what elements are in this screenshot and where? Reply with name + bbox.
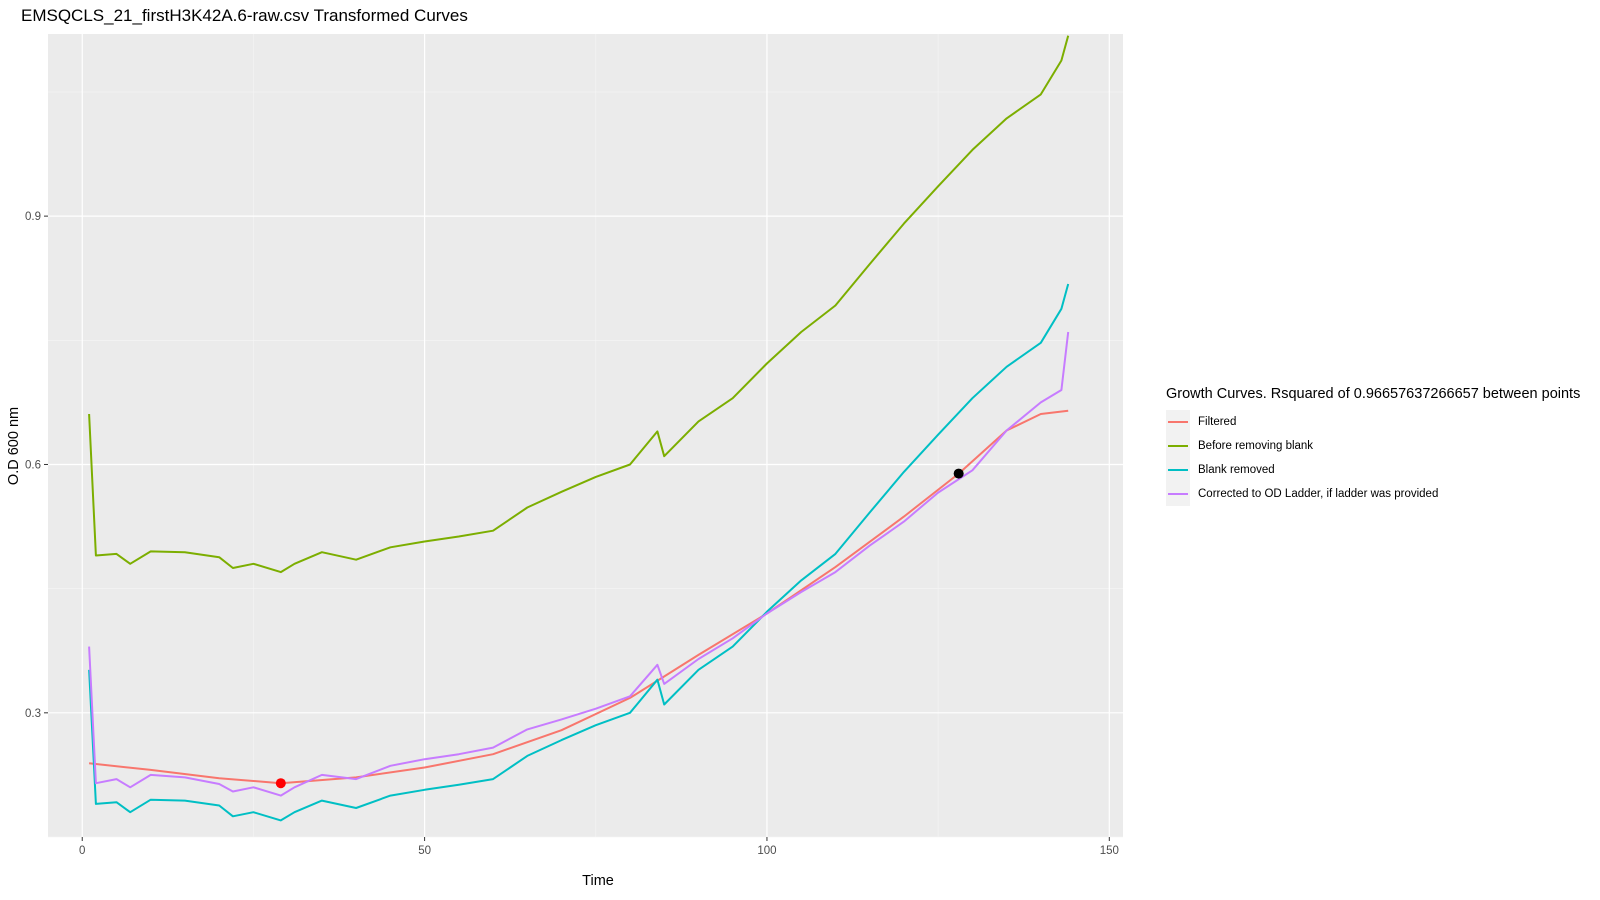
x-tick-label: 150 [1100, 845, 1119, 857]
x-tick-label: 50 [418, 845, 431, 857]
min-point-marker [275, 778, 286, 789]
legend-label-corrected: Corrected to OD Ladder, if ladder was pr… [1198, 488, 1439, 500]
y-axis-title: O.D 600 nm [6, 406, 22, 486]
x-tick-label: 100 [757, 845, 776, 857]
max-point-marker [953, 468, 964, 479]
series-line-corrected [88, 331, 1070, 797]
legend-item-before-removing-blank: Before removing blank [1166, 434, 1580, 458]
x-tick-label: 0 [79, 845, 85, 857]
legend-item-blank-removed: Blank removed [1166, 458, 1580, 482]
markers-layer [275, 468, 964, 789]
legend-key-filtered [1166, 410, 1190, 434]
major-gridlines [48, 34, 1123, 837]
legend-label-blank-removed: Blank removed [1198, 464, 1275, 476]
legend-item-filtered: Filtered [1166, 410, 1580, 434]
minor-gridlines [48, 34, 1123, 838]
series-line-before-removing-blank [88, 35, 1070, 574]
legend-label-filtered: Filtered [1198, 416, 1237, 428]
axes-layer: 0 50 100 150 0.3 0.6 0.9 [25, 211, 1119, 857]
series-layer [88, 35, 1070, 822]
x-axis-title: Time [582, 873, 614, 889]
legend-key-before-removing-blank [1166, 434, 1190, 458]
series-line-filtered [88, 409, 1069, 785]
legend-key-corrected [1166, 482, 1190, 506]
plot-panel [48, 34, 1123, 837]
legend-label-before-removing-blank: Before removing blank [1198, 440, 1314, 452]
legend-item-corrected: Corrected to OD Ladder, if ladder was pr… [1166, 482, 1580, 506]
y-tick-label: 0.3 [25, 708, 41, 720]
chart-title: EMSQCLS_21_firstH3K42A.6-raw.csv Transfo… [21, 6, 468, 25]
legend-title: Growth Curves. Rsquared of 0.96657637266… [1166, 386, 1581, 402]
legend: Growth Curves. Rsquared of 0.96657637266… [1166, 386, 1580, 506]
legend-key-blank-removed [1166, 458, 1190, 482]
y-tick-label: 0.9 [25, 211, 41, 223]
series-line-blank-removed [88, 283, 1070, 822]
y-tick-label: 0.6 [25, 459, 41, 471]
